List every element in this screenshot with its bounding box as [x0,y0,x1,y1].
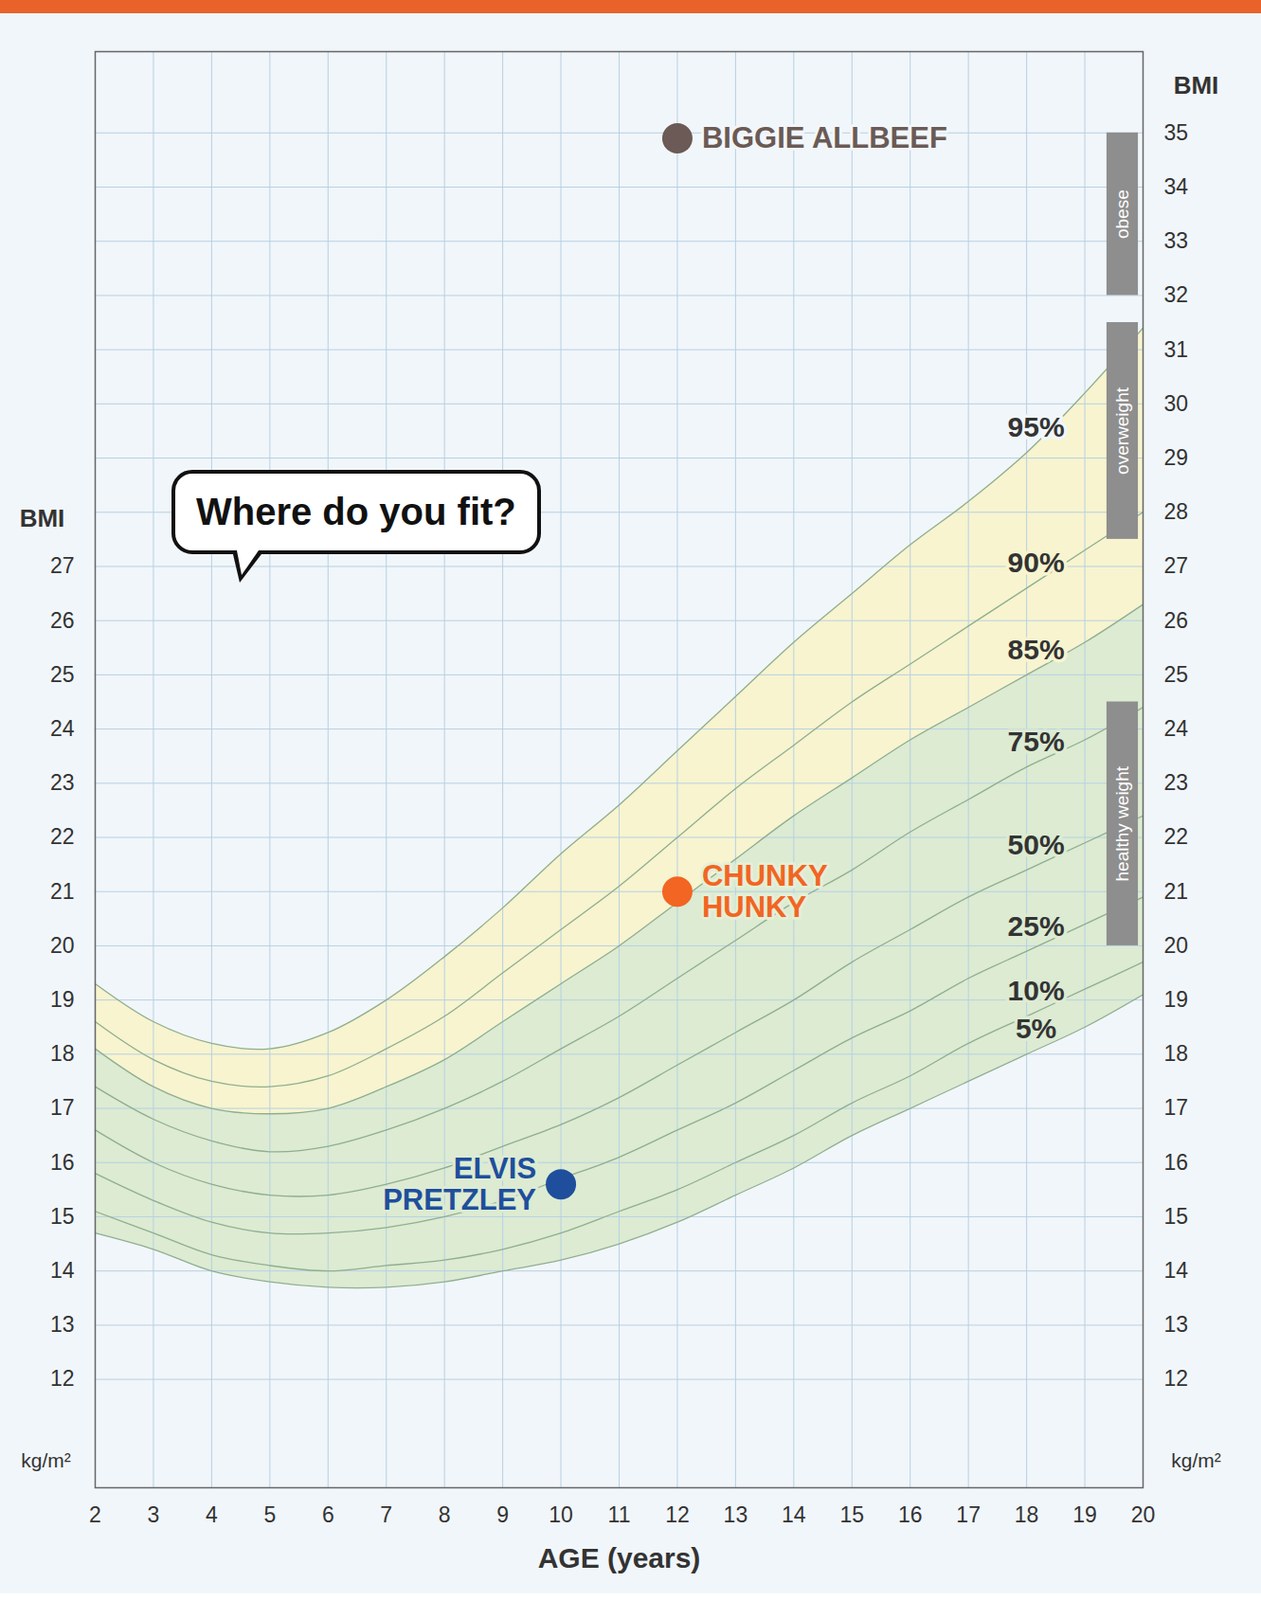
svg-text:32: 32 [1164,282,1189,307]
svg-text:23: 23 [1164,770,1189,795]
svg-text:CHUNKYHUNKY: CHUNKYHUNKY [702,859,829,924]
svg-text:16: 16 [50,1150,75,1175]
svg-text:33: 33 [1164,228,1189,253]
svg-text:17: 17 [955,1502,981,1528]
svg-text:19: 19 [1164,987,1189,1012]
svg-text:9: 9 [496,1502,509,1528]
svg-text:5: 5 [263,1502,276,1528]
svg-text:90%: 90% [1008,546,1065,578]
svg-text:kg/m²: kg/m² [20,1449,72,1472]
svg-text:healthy weight: healthy weight [1112,765,1133,882]
svg-text:28: 28 [1164,499,1189,524]
svg-text:35: 35 [1164,120,1189,145]
svg-text:8: 8 [438,1502,451,1528]
svg-text:27: 27 [50,553,75,578]
svg-text:12: 12 [665,1502,690,1528]
svg-text:22: 22 [1164,824,1189,849]
svg-text:18: 18 [50,1041,75,1066]
svg-text:20: 20 [50,933,75,958]
svg-text:16: 16 [898,1502,923,1528]
svg-text:75%: 75% [1008,725,1065,757]
svg-text:3: 3 [147,1502,161,1528]
svg-text:AGE (years): AGE (years) [538,1542,702,1574]
svg-text:18: 18 [1014,1502,1040,1528]
svg-text:obese: obese [1112,189,1133,239]
svg-text:24: 24 [1164,716,1189,741]
html-text:Where do you fit?: Where do you fit? [196,490,517,533]
svg-text:12: 12 [50,1366,75,1391]
svg-text:85%: 85% [1008,633,1065,666]
svg-text:19: 19 [50,987,75,1012]
svg-text:14: 14 [50,1258,75,1283]
svg-text:50%: 50% [1008,828,1065,861]
svg-text:26: 26 [1164,608,1189,633]
svg-text:20: 20 [1131,1502,1156,1528]
svg-text:21: 21 [50,879,75,904]
svg-text:6: 6 [322,1502,335,1528]
svg-text:22: 22 [50,824,75,849]
svg-text:10: 10 [548,1502,574,1528]
svg-text:21: 21 [1164,879,1189,904]
svg-text:24: 24 [50,716,75,741]
svg-text:11: 11 [608,1502,631,1528]
svg-text:27: 27 [1164,553,1189,578]
svg-text:95%: 95% [1008,411,1065,443]
svg-text:23: 23 [50,770,75,795]
svg-text:13: 13 [723,1502,749,1528]
svg-text:34: 34 [1164,174,1189,199]
svg-text:26: 26 [50,608,75,633]
svg-text:4: 4 [205,1502,218,1528]
svg-text:14: 14 [781,1502,807,1528]
svg-text:10%: 10% [1008,974,1065,1007]
svg-text:30: 30 [1164,391,1189,416]
svg-text:kg/m²: kg/m² [1170,1449,1222,1472]
svg-text:15: 15 [50,1204,75,1229]
svg-text:7: 7 [379,1502,393,1528]
svg-text:2: 2 [89,1502,102,1528]
svg-text:18: 18 [1164,1041,1189,1066]
svg-text:17: 17 [50,1095,75,1120]
svg-text:BMI: BMI [19,504,66,533]
svg-text:overweight: overweight [1112,386,1133,475]
svg-text:20: 20 [1164,933,1189,958]
svg-text:BMI: BMI [1173,71,1220,100]
svg-text:12: 12 [1164,1366,1189,1391]
svg-text:25%: 25% [1008,910,1065,942]
svg-text:25: 25 [1164,662,1189,687]
svg-text:31: 31 [1164,337,1189,362]
svg-text:29: 29 [1164,445,1189,470]
svg-text:13: 13 [50,1312,75,1337]
svg-text:16: 16 [1164,1150,1189,1175]
svg-text:15: 15 [839,1502,865,1528]
svg-text:19: 19 [1072,1502,1098,1528]
svg-text:ELVISPRETZLEY: ELVISPRETZLEY [382,1152,537,1217]
svg-text:17: 17 [1164,1095,1189,1120]
svg-text:15: 15 [1164,1204,1189,1229]
svg-text:5%: 5% [1015,1012,1057,1045]
svg-text:13: 13 [1164,1312,1189,1337]
svg-text:14: 14 [1164,1258,1189,1283]
svg-text:BIGGIE ALLBEEF: BIGGIE ALLBEEF [702,121,948,155]
svg-text:25: 25 [50,662,75,687]
